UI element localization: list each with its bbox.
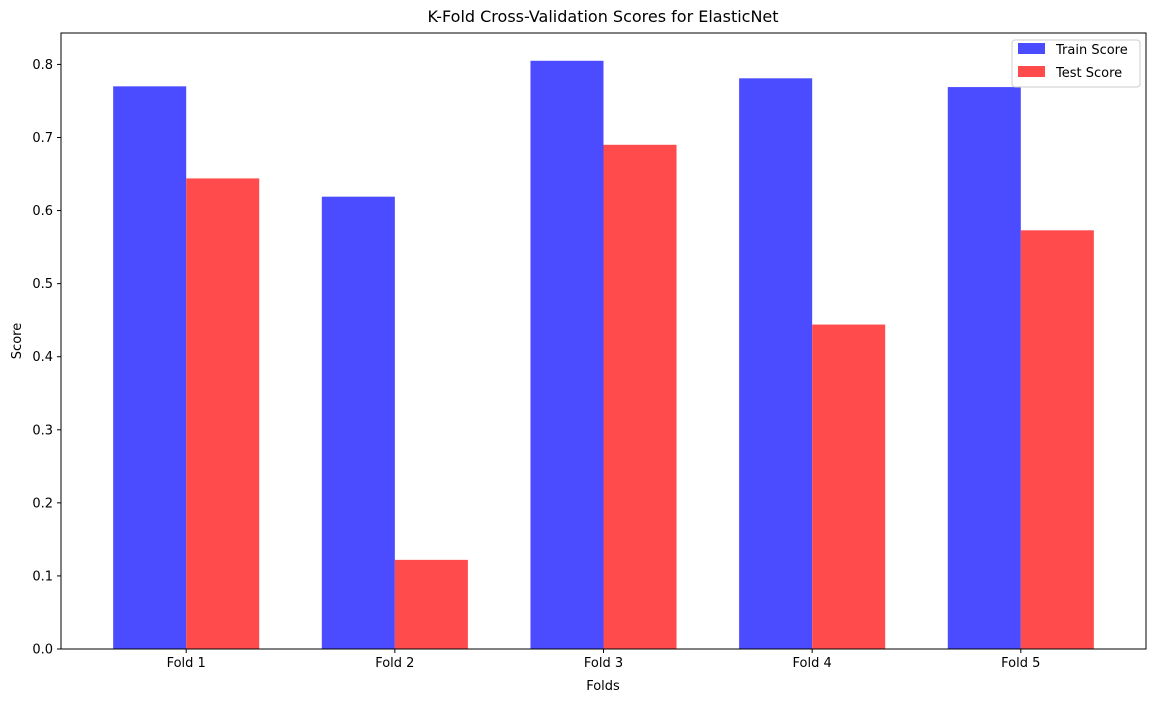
bar-test-2 [394,559,468,649]
y-tick-label: 0.7 [32,131,53,146]
legend-swatch-train [1018,43,1045,54]
x-tick-label: Fold 5 [1001,656,1040,671]
y-tick-label: 0.2 [32,496,53,511]
y-axis-label: Score [10,323,25,359]
y-tick-label: 0.0 [32,643,53,658]
x-axis-label: Folds [586,679,620,694]
x-tick-label: Fold 4 [793,656,832,671]
x-tick-label: Fold 2 [375,656,414,671]
bar-test-1 [186,178,260,649]
bar-test-3 [603,144,677,649]
legend-label-train: Train Score [1055,43,1128,58]
bar-train-3 [530,60,604,649]
legend-swatch-test [1018,66,1045,77]
y-axis: 0.0 0.1 0.2 0.3 0.4 0.5 0.6 0.7 0.8 [32,58,61,658]
bar-train-2 [321,196,395,650]
bar-test-4 [812,324,886,649]
chart-title: K-Fold Cross-Validation Scores for Elast… [427,7,778,26]
y-tick-label: 0.1 [32,569,53,584]
bar-test-5 [1020,230,1094,649]
bar-train-5 [947,87,1021,649]
bar-train-4 [739,78,813,649]
y-tick-label: 0.4 [32,350,53,365]
x-tick-label: Fold 1 [167,656,206,671]
legend-label-test: Test Score [1055,66,1122,81]
bar-train-1 [113,86,187,649]
x-axis: Fold 1 Fold 2 Fold 3 Fold 4 Fold 5 [167,649,1040,671]
y-tick-label: 0.6 [32,204,53,219]
y-tick-label: 0.8 [32,58,53,73]
bars-layer [113,60,1094,650]
y-tick-label: 0.3 [32,423,53,438]
legend: Train Score Test Score [1011,39,1141,88]
x-tick-label: Fold 3 [584,656,623,671]
y-tick-label: 0.5 [32,277,53,292]
